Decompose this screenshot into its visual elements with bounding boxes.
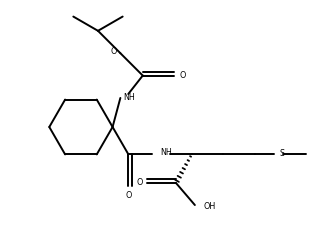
Text: NH: NH	[123, 93, 135, 103]
Text: NH: NH	[160, 148, 172, 158]
Text: OH: OH	[204, 202, 216, 210]
Text: O: O	[136, 178, 143, 187]
Text: O: O	[125, 191, 132, 200]
Text: O: O	[110, 47, 116, 56]
Text: S: S	[279, 149, 284, 158]
Text: O: O	[179, 71, 186, 80]
